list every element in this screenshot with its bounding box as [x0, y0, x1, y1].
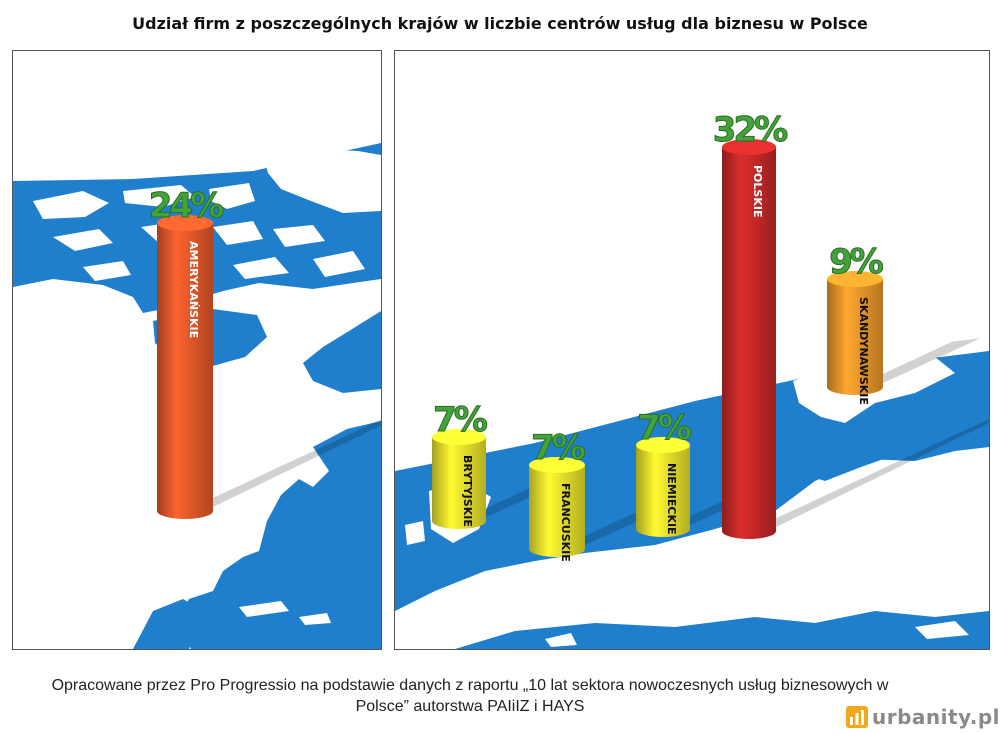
bar-category-label: NIEMIECKIE — [665, 463, 678, 535]
bar-niemieckie — [636, 445, 690, 537]
bar-skandynawskie — [827, 279, 883, 395]
bar-shadow — [185, 419, 381, 511]
bar-top-cap — [432, 429, 486, 445]
bar-value-label: 7% — [433, 400, 487, 440]
bar-top-cap — [722, 139, 776, 155]
baltic-sea — [795, 431, 915, 481]
mediterranean-sea — [455, 611, 989, 649]
bar-value-label: 7% — [531, 428, 585, 468]
bar-top-cap — [529, 457, 585, 473]
bar-chart-logo-icon — [846, 706, 868, 728]
watermark-text: urbanity.pl — [872, 705, 1000, 729]
bar-category-label: POLSKIE — [751, 165, 764, 217]
bar-francuskie — [529, 465, 585, 557]
land-greenland — [263, 149, 381, 213]
bar-top-cap — [157, 215, 213, 231]
map-panel-america: AMERYKAŃSKIE 24% — [12, 50, 382, 650]
chart-title: Udział firm z poszczególnych krajów w li… — [132, 14, 868, 33]
bar-category-label: BRYTYJSKIE — [461, 455, 474, 527]
urbanity-logo: urbanity.pl — [846, 703, 1000, 731]
map-america: AMERYKAŃSKIE 24% — [13, 51, 381, 649]
bar-value-label: 32% — [713, 110, 787, 150]
bar-amerykańskie — [157, 223, 213, 519]
bar-brytyjskie — [432, 437, 486, 529]
bar-category-label: SKANDYNAWSKIE — [857, 297, 870, 405]
bar-shadow — [749, 418, 989, 531]
bar-value-label: 9% — [829, 242, 883, 282]
land-continent — [395, 447, 989, 649]
bar-category-label: AMERYKAŃSKIE — [187, 241, 200, 338]
gulf-of-mexico — [133, 599, 203, 649]
source-note: Opracowane przez Pro Progressio na podst… — [51, 677, 889, 715]
map-panel-europe: BRYTYJSKIE 7% FRANCUSKIE 7% NIEMIECKIE 7% POLS… — [394, 50, 990, 650]
land-arctic-islands — [33, 183, 365, 281]
bar-shadow — [855, 338, 981, 387]
bar-category-label: FRANCUSKIE — [559, 483, 572, 562]
bar-top-cap — [827, 271, 883, 287]
bar-top-cap — [636, 437, 690, 453]
bar-value-label: 7% — [637, 408, 691, 448]
land-caribbean — [239, 601, 331, 625]
bar-value-label: 24% — [149, 186, 223, 226]
bar-polskie — [722, 147, 776, 539]
map-europe: BRYTYJSKIE 7% FRANCUSKIE 7% NIEMIECKIE 7% POLS… — [395, 51, 989, 649]
